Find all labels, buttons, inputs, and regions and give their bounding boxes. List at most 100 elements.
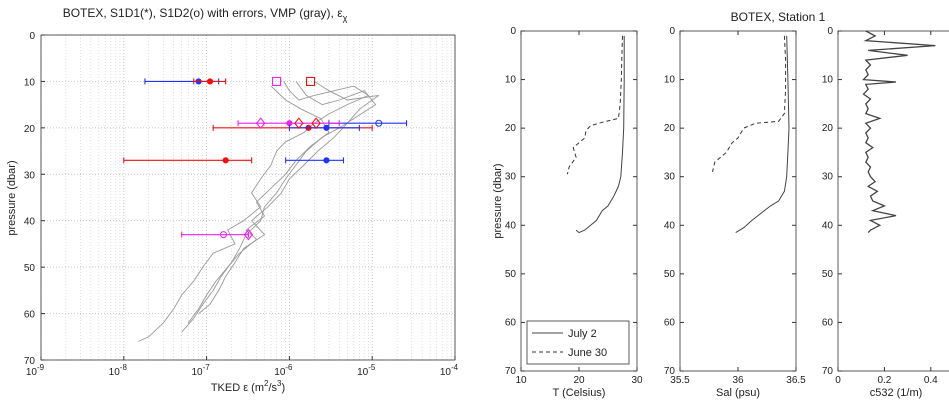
x-tick-label: 0.2 — [877, 375, 891, 386]
y-tick-label: 50 — [822, 269, 834, 280]
legend-box — [526, 320, 630, 365]
x-tick-label: 10-7 — [191, 363, 210, 378]
y-axis-label: pressure (dbar) — [492, 163, 504, 238]
open-circle-marker — [220, 231, 228, 239]
x-tick-label: 10-4 — [440, 363, 459, 378]
c532-panel: 0 0.2 0.4 0 10 20 30 40 50 60 70 c532 (1/m) — [822, 26, 949, 399]
x-tick-exponent: -8 — [120, 363, 128, 372]
chart-title-text: BOTEX, S1D1(*), S1D2(o) with errors, VMP… — [63, 6, 338, 20]
x-tick-label: 20 — [573, 375, 585, 386]
x-tick-exponent: -4 — [451, 363, 459, 372]
y-axis-label: pressure (dbar) — [6, 160, 18, 235]
y-tick-label: 10 — [24, 77, 36, 88]
y-tick-label: 20 — [822, 123, 834, 134]
diamond-marker — [255, 117, 266, 130]
y-tick-label: 10 — [664, 75, 676, 86]
x-axis-label: T (Celsius) — [553, 387, 606, 399]
x-tick-exponent: -9 — [37, 363, 45, 372]
vmp-profile-line — [138, 81, 370, 342]
y-tick-label: 70 — [24, 356, 36, 367]
y-tick-label: 50 — [24, 263, 36, 274]
x-tick-label: 35.5 — [670, 375, 690, 386]
y-tick-label: 20 — [664, 123, 676, 134]
x-tick-base: 10 — [26, 367, 38, 378]
x-axis-label-text: /s — [268, 382, 277, 394]
x-tick-exponent: -7 — [203, 363, 211, 372]
y-tick-label: 30 — [505, 172, 517, 183]
x-tick-label: 36 — [732, 375, 744, 386]
y-tick-label: 50 — [505, 269, 517, 280]
x-tick-label: 36.5 — [786, 375, 806, 386]
x-tick-exponent: -5 — [368, 363, 376, 372]
asterisk-marker — [222, 157, 229, 164]
open-circle-marker — [375, 119, 383, 127]
x-tick-label: 10-6 — [274, 363, 293, 378]
diamond-marker — [294, 117, 304, 130]
chart-title: BOTEX, S1D1(*), S1D2(o) with errors, VMP… — [63, 6, 348, 23]
y-tick-label: 60 — [822, 317, 834, 328]
y-tick-label: 0 — [510, 26, 516, 37]
y-tick-label: 0 — [29, 31, 35, 42]
y-tick-label: 40 — [505, 220, 517, 231]
square-marker — [305, 76, 316, 86]
chart-title: BOTEX, Station 1 — [731, 10, 826, 24]
salinity-panel: 35.5 36 36.5 0 10 20 30 40 50 60 70 Sal (psu) BOTEX,… — [664, 10, 826, 399]
y-tick-label: 10 — [822, 75, 834, 86]
y-tick-label: 40 — [822, 220, 834, 231]
x-axis-label: TKED ε (m2/s3) — [211, 379, 285, 394]
chart-title-symbol: ε — [337, 6, 343, 20]
x-axis-label-text: TKED ε (m — [211, 382, 264, 394]
y-tick-label: 40 — [664, 220, 676, 231]
diamond-marker — [311, 117, 321, 130]
legend: July 2 June 30 — [526, 320, 630, 365]
x-tick-base: 10 — [109, 367, 121, 378]
y-tick-label: 30 — [664, 172, 676, 183]
y-tick-label: 50 — [664, 269, 676, 280]
x-tick-label: 10 — [515, 375, 527, 386]
y-tick-label: 20 — [24, 124, 36, 135]
y-tick-label: 60 — [24, 310, 36, 321]
plot-frame — [520, 30, 638, 372]
x-tick-base: 10 — [191, 367, 203, 378]
y-tick-label: 70 — [822, 366, 834, 377]
y-tick-label: 70 — [505, 366, 517, 377]
asterisk-marker — [323, 157, 330, 164]
plot-frame — [837, 30, 949, 372]
x-tick-exponent: -6 — [285, 363, 293, 372]
solid-profile-line — [735, 35, 790, 234]
temperature-panel: 10 20 30 0 10 20 30 40 50 60 70 T (Celsius) pressure… — [492, 26, 643, 399]
x-tick-label: 0 — [835, 375, 841, 386]
vmp-profile-line — [198, 81, 380, 314]
x-tick-base: 10 — [274, 367, 286, 378]
x-tick-label: 10-8 — [109, 363, 128, 378]
asterisk-marker — [323, 124, 330, 131]
x-tick-label: 10-9 — [26, 363, 45, 378]
dashed-profile-line — [712, 35, 787, 173]
y-tick-label: 70 — [664, 366, 676, 377]
y-tick-label: 20 — [505, 123, 517, 134]
plot-frame — [40, 34, 456, 361]
epsilon-panel: 10-9 10-8 10-7 10-6 10-5 10-4010203040506070B… — [6, 6, 459, 394]
y-tick-label: 40 — [24, 217, 36, 228]
y-tick-label: 30 — [24, 170, 36, 181]
legend-label: July 2 — [568, 328, 597, 340]
x-tick-base: 10 — [357, 367, 369, 378]
y-tick-label: 10 — [505, 75, 517, 86]
y-tick-label: 60 — [664, 317, 676, 328]
y-tick-label: 60 — [505, 317, 517, 328]
x-axis-label-text: ) — [281, 382, 285, 394]
solid-profile-line — [575, 35, 625, 234]
y-tick-label: 30 — [822, 172, 834, 183]
legend-label: June 30 — [568, 347, 607, 359]
y-tick-label: 0 — [669, 26, 675, 37]
x-tick-label: 30 — [631, 375, 643, 386]
asterisk-marker — [206, 78, 214, 85]
x-axis-label: c532 (1/m) — [870, 387, 923, 399]
diamond-marker — [243, 228, 254, 241]
solid-profile-line — [862, 30, 936, 234]
x-axis-label-superscript: 3 — [277, 379, 282, 388]
chart-title-subscript: χ — [343, 13, 348, 23]
vmp-profile-line — [187, 85, 330, 324]
vmp-profile-line — [181, 81, 377, 333]
